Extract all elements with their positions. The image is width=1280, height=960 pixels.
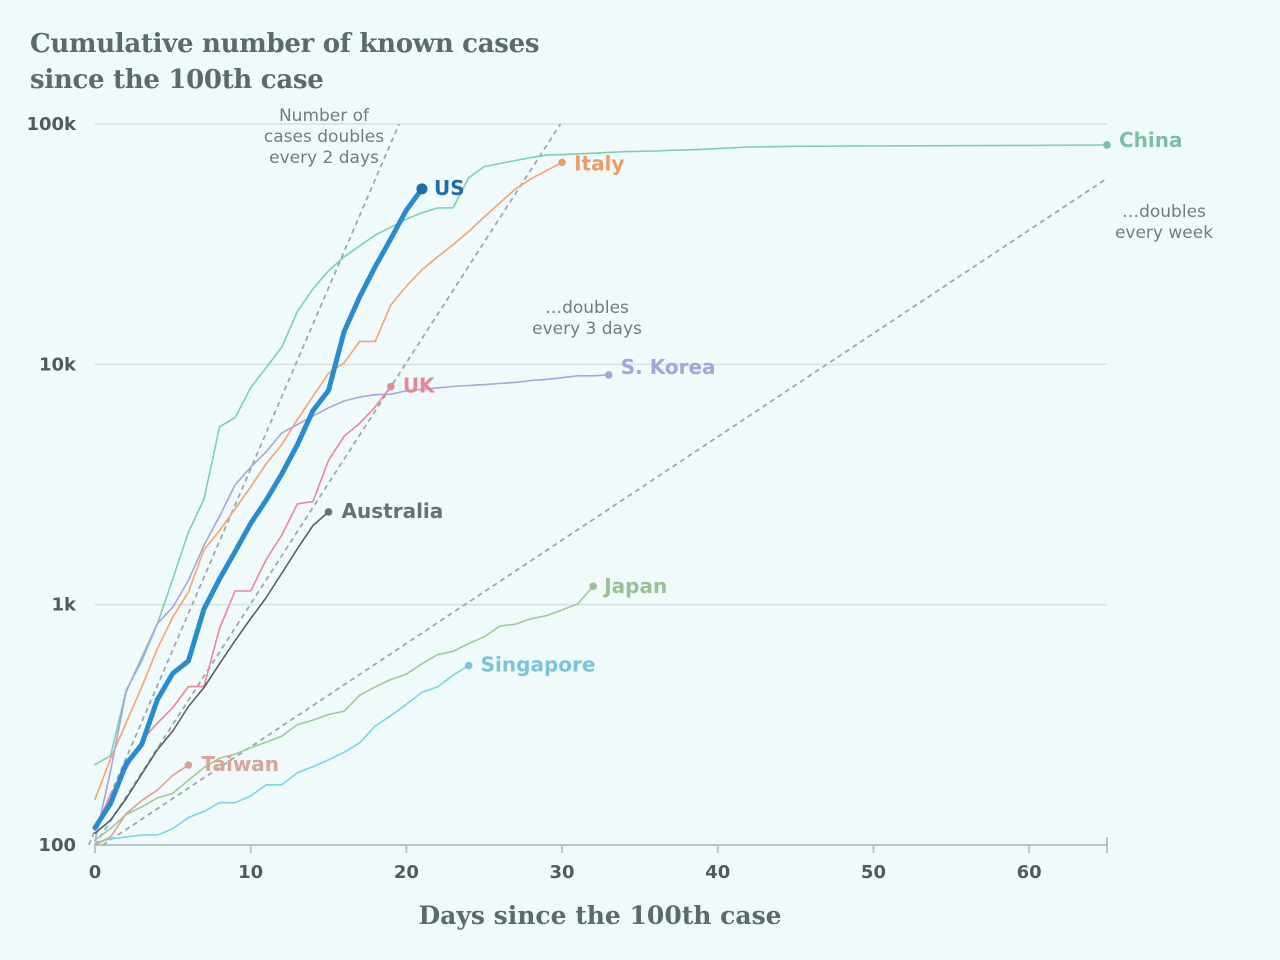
series-label: Australia	[342, 499, 444, 523]
y-tick-label: 100k	[26, 114, 77, 135]
annotation-text: …doubles	[545, 298, 629, 318]
x-tick-label: 50	[861, 862, 886, 883]
series-end-point	[558, 158, 566, 167]
series-label: Taiwan	[201, 752, 279, 776]
series-end-point	[184, 761, 193, 769]
chart-title: Cumulative number of known cases since t…	[30, 29, 540, 95]
doubling-reference-line	[94, 123, 562, 846]
series-end-point	[589, 582, 598, 591]
series-end-point	[416, 183, 428, 195]
x-tick-label: 20	[394, 862, 419, 883]
series-layer	[92, 144, 1108, 846]
doubling-reference-line	[102, 177, 1108, 846]
series-end-point	[1103, 141, 1111, 149]
x-tick-label: 10	[238, 862, 263, 883]
doubling-reference-line	[87, 123, 400, 846]
series-label: S. Korea	[621, 355, 716, 379]
series-line	[94, 144, 1108, 766]
series-label: UK	[403, 374, 436, 398]
series-end-point	[387, 382, 395, 391]
annotation-text: cases doubles	[264, 127, 384, 147]
series-label: Japan	[602, 574, 667, 598]
series-label: Italy	[574, 151, 624, 175]
x-axis-label: Days since the 100th case	[418, 901, 781, 930]
series-line	[94, 764, 190, 846]
series-line	[92, 186, 425, 831]
annotation-text: every week	[1115, 223, 1213, 243]
annotation-text: every 2 days	[269, 148, 379, 168]
x-tick-label: 40	[705, 862, 730, 883]
series-label: Singapore	[481, 653, 596, 677]
annotation-text: …doubles	[1122, 202, 1206, 222]
x-tick-label: 30	[550, 862, 575, 883]
series-line	[94, 664, 470, 844]
series-line	[94, 511, 330, 835]
grid-layer: 100 1k 10k 100k 0 10 20 30 40 50 60	[26, 114, 1108, 883]
series-end-point	[604, 371, 613, 379]
x-tick-label: 0	[89, 862, 102, 883]
x-tick-label: 60	[1017, 862, 1042, 883]
y-tick-label: 1k	[52, 595, 78, 616]
series-line	[94, 161, 563, 801]
series-end-point	[464, 661, 473, 670]
series-label: China	[1119, 128, 1183, 152]
series-line	[94, 374, 610, 842]
y-tick-label: 100	[38, 835, 76, 856]
label-layer: China Italy S. Korea UK Australia Japan Singap…	[184, 128, 1183, 776]
y-tick-label: 10k	[39, 354, 77, 375]
series-label: US	[434, 176, 465, 200]
annotation-text: Number of	[279, 106, 370, 126]
series-line	[94, 585, 595, 841]
series-end-point	[324, 508, 333, 516]
annotation-text: every 3 days	[532, 319, 642, 339]
